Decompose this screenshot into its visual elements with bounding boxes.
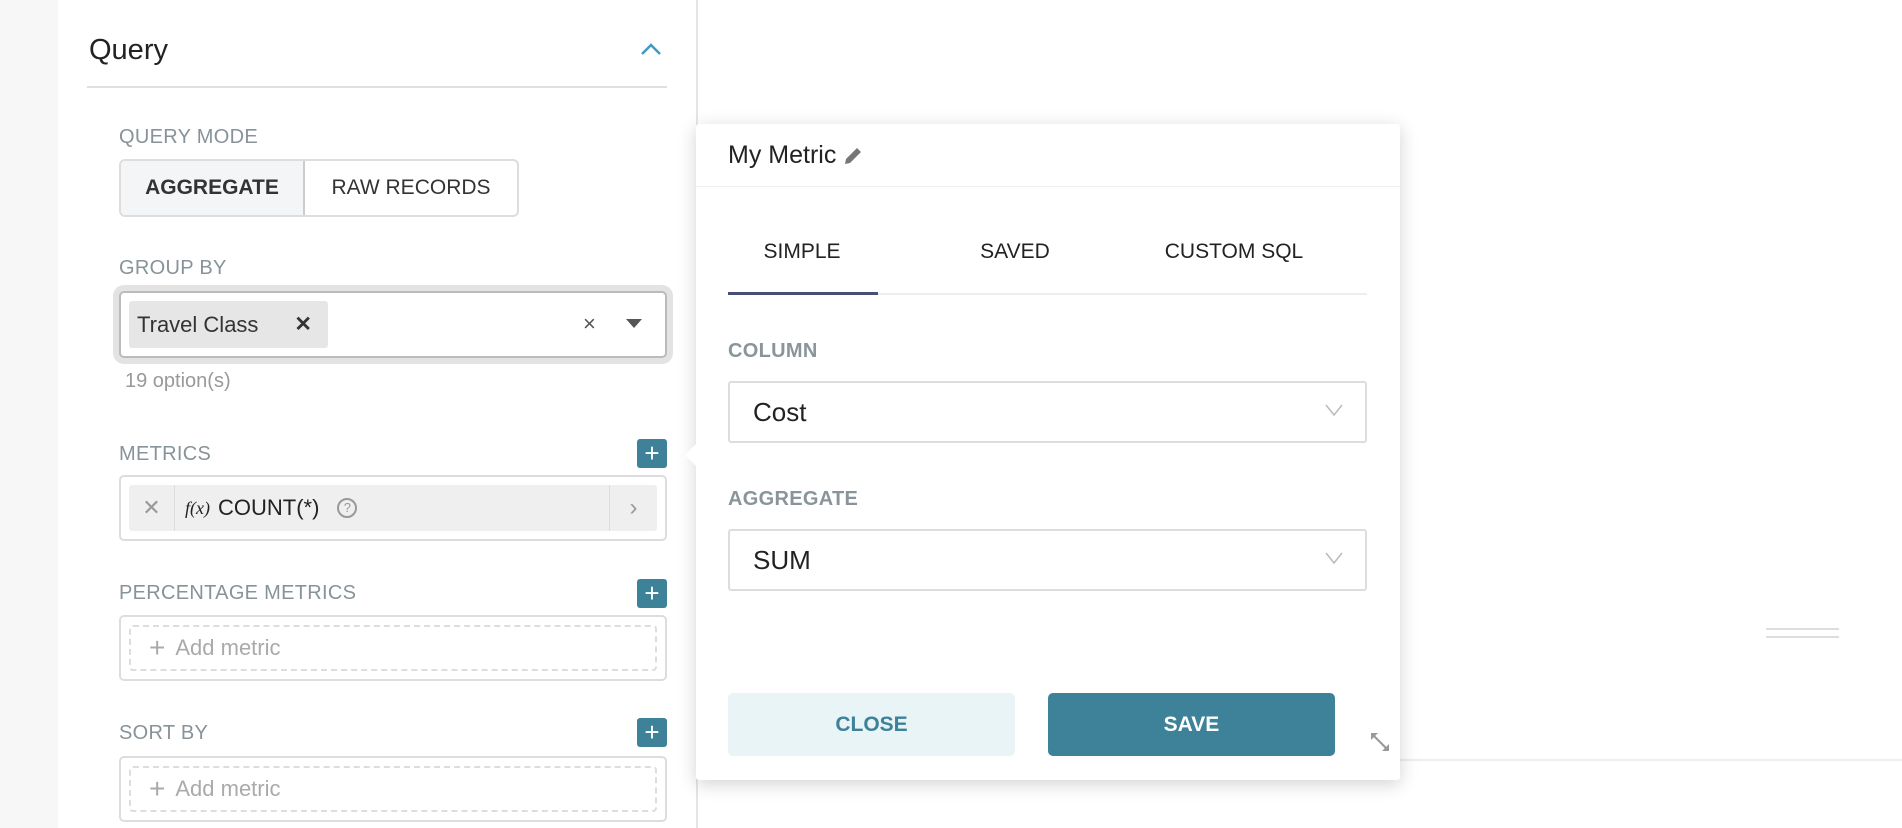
metric-name: My Metric [728,141,837,169]
resize-icon[interactable] [1368,730,1392,754]
metric-label: COUNT(*) [217,495,320,520]
column-select[interactable]: Cost [728,381,1367,443]
divider [87,86,667,88]
plus-icon: + [149,632,166,663]
add-metric-button[interactable]: + [637,439,667,468]
control-panel [58,0,698,828]
drag-handle-icon [1766,628,1839,630]
help-icon[interactable]: ? [337,498,358,518]
add-metric-text: Add metric [175,776,281,801]
sort-by-box: + Add metric [119,756,667,822]
chevron-down-icon [1325,552,1343,565]
query-mode-label: QUERY MODE [119,126,258,148]
add-sort-placeholder[interactable]: + Add metric [129,766,657,812]
chevron-up-icon[interactable] [640,42,662,56]
divider [1400,759,1902,761]
caret-down-icon[interactable] [626,319,642,329]
group-by-tag: Travel Class ✕ [129,301,328,348]
tab-simple[interactable]: SIMPLE [763,240,841,263]
query-mode-toggle: AGGREGATE RAW RECORDS [119,159,519,217]
drag-handle-line [1766,636,1839,638]
metrics-label: METRICS [119,443,212,465]
sort-by-label: SORT BY [119,722,209,744]
add-metric-text: Add metric [175,635,281,660]
popover-arrow [685,444,696,466]
column-value: Cost [753,396,807,427]
metrics-box: ✕ f(x) COUNT(*) ? › [119,475,667,541]
add-percentage-metric-placeholder[interactable]: + Add metric [129,625,657,671]
aggregate-label: AGGREGATE [728,488,859,510]
tab-custom-sql[interactable]: CUSTOM SQL [1164,240,1304,263]
popover-title[interactable]: My Metric [728,141,864,170]
close-button[interactable]: CLOSE [728,693,1015,756]
left-gutter [0,0,58,828]
plus-icon: + [149,773,166,804]
add-sort-button[interactable]: + [637,718,667,747]
remove-tag-icon[interactable]: ✕ [294,313,312,336]
chevron-right-icon[interactable]: › [609,485,657,531]
save-button[interactable]: SAVE [1048,693,1335,756]
function-icon: f(x) [185,497,210,518]
mode-raw-records-button[interactable]: RAW RECORDS [331,176,491,199]
add-percentage-metric-button[interactable]: + [637,579,667,608]
divider [696,186,1400,187]
pencil-icon[interactable] [842,145,864,167]
tabs-baseline [728,293,1367,295]
remove-metric-icon[interactable]: ✕ [129,485,175,531]
aggregate-value: SUM [753,544,811,575]
metric-popover: My Metric SIMPLE SAVED CUSTOM SQL COLUMN… [685,124,1400,780]
percentage-metrics-box: + Add metric [119,615,667,681]
group-by-label: GROUP BY [119,257,227,279]
aggregate-select[interactable]: SUM [728,529,1367,591]
section-title: Query [89,34,168,66]
column-label: COLUMN [728,340,818,362]
percentage-metrics-label: PERCENTAGE METRICS [119,582,357,604]
active-tab-indicator [728,292,878,295]
mode-aggregate-button[interactable]: AGGREGATE [121,161,305,215]
clear-icon[interactable]: × [583,311,596,336]
options-count: 19 option(s) [125,370,231,392]
chevron-down-icon [1325,404,1343,417]
group-by-select[interactable]: Travel Class ✕ × [119,291,667,358]
tab-saved[interactable]: SAVED [980,240,1050,263]
tag-label: Travel Class [137,311,259,337]
metric-chip[interactable]: ✕ f(x) COUNT(*) ? › [129,485,657,531]
